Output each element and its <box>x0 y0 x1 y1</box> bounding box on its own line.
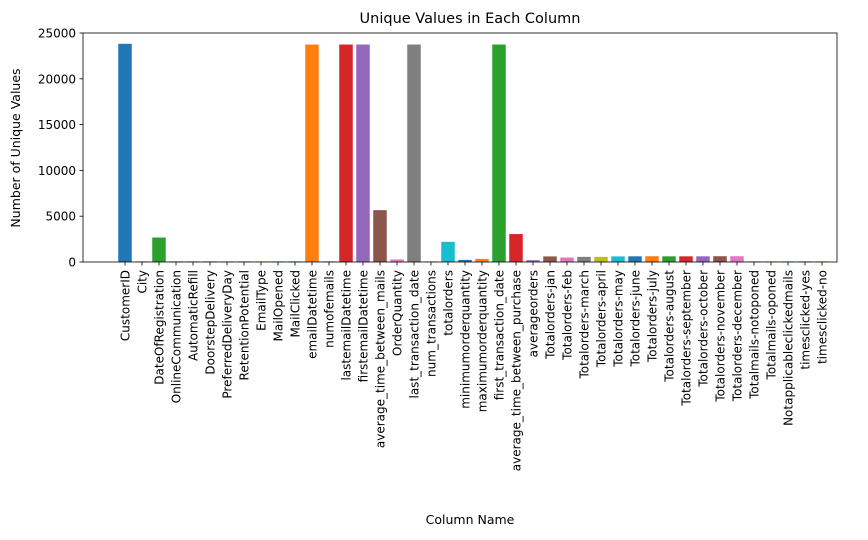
bar-Totalorders-october <box>696 256 710 262</box>
bar-DateOfRegistration <box>152 237 166 262</box>
x-tick-label: OrderQuantity <box>391 270 405 356</box>
bar-averageorders <box>526 260 540 262</box>
y-tick-label: 25000 <box>38 27 76 41</box>
bar-CustomerID <box>118 43 132 263</box>
y-axis-ticks: 0 5000 10000 15000 20000 25000 <box>38 27 83 270</box>
y-tick-label: 15000 <box>38 118 76 132</box>
bar-lastemailDatetime <box>339 44 353 262</box>
bar-firstemailDatetime <box>356 44 370 262</box>
bar-OrderQuantity <box>390 259 404 262</box>
bar-average_time_between_mails <box>373 210 387 262</box>
x-axis-ticks: CustomerID City DateOfRegistration OnlineCo… <box>119 262 830 471</box>
x-tick-label: Totalorders-may <box>612 270 626 368</box>
bar-Totalorders-august <box>662 256 676 262</box>
chart-title: Unique Values in Each Column <box>360 11 581 27</box>
bar-Totalorders-november <box>713 256 727 262</box>
x-tick-label: Totalorders-feb <box>561 270 575 361</box>
x-tick-label: Notapplicableclickedmails <box>782 270 796 426</box>
x-tick-label: Totalorders-april <box>595 270 609 368</box>
y-tick-label: 0 <box>68 256 76 270</box>
x-tick-label: Totalorders-august <box>663 270 677 383</box>
x-tick-label: average_time_between_mails <box>374 270 388 448</box>
x-tick-label: MailClicked <box>289 270 303 338</box>
x-tick-label: maximumorderquantity <box>476 270 490 412</box>
x-tick-label: numofemails <box>323 270 337 348</box>
x-tick-label: average_time_between_purchase <box>510 270 524 471</box>
bar-last_transaction_date <box>407 44 421 262</box>
x-tick-label: EmailType <box>255 270 269 331</box>
x-tick-label: lastemailDatetime <box>340 270 354 381</box>
bars-layer <box>118 43 829 263</box>
x-tick-label: RetentionPotential <box>238 270 252 380</box>
bar-totalorders <box>441 241 455 262</box>
y-tick-label: 5000 <box>45 210 76 224</box>
x-tick-label: AutomaticRefill <box>187 270 201 361</box>
x-tick-label: timesclicked-yes <box>799 270 813 370</box>
bar-Totalorders-feb <box>560 257 574 262</box>
y-tick-label: 10000 <box>38 164 76 178</box>
x-axis-label: Column Name <box>426 512 515 527</box>
bar-average_time_between_purchase <box>509 234 523 262</box>
bar-maximumorderquantity <box>475 258 489 262</box>
y-tick-label: 20000 <box>38 72 76 86</box>
x-tick-label: totalorders <box>442 270 456 336</box>
x-tick-label: Totalorders-december <box>731 270 745 402</box>
x-tick-label: minimumorderquantity <box>459 270 473 409</box>
x-tick-label: Totalorders-march <box>578 270 592 380</box>
x-tick-label: timesclicked-no <box>816 270 830 364</box>
bar-Totalorders-june <box>628 256 642 262</box>
x-tick-label: emailDatetime <box>306 270 320 359</box>
bar-emailDatetime <box>305 44 319 262</box>
x-tick-label: DoorstepDelivery <box>204 270 218 375</box>
bar-minimumorderquantity <box>458 259 472 262</box>
x-tick-label: MailOpened <box>272 270 286 341</box>
bar-Totalorders-jan <box>543 256 557 262</box>
bar-Totalorders-march <box>577 256 591 262</box>
x-tick-label: OnlineCommunication <box>170 270 184 403</box>
x-tick-label: Totalmails-notoponed <box>748 270 762 400</box>
x-tick-label: firstemailDatetime <box>357 270 371 382</box>
x-tick-label: Totalmails-oponed <box>765 270 779 380</box>
x-tick-label: Totalorders-june <box>629 270 643 368</box>
x-tick-label: Totalorders-jan <box>544 270 558 360</box>
x-tick-label: PreferredDeliveryDay <box>221 270 235 399</box>
bar-first_transaction_date <box>492 44 506 262</box>
plot-frame <box>82 32 838 263</box>
x-tick-label: first_transaction_date <box>493 270 507 400</box>
x-tick-label: last_transaction_date <box>408 270 422 399</box>
x-tick-label: Totalorders-november <box>714 270 728 403</box>
x-tick-label: num_transactions <box>425 270 439 377</box>
x-tick-label: Totalorders-july <box>646 270 660 363</box>
bar-Totalorders-july <box>645 256 659 262</box>
bar-Totalorders-april <box>594 256 608 262</box>
x-tick-label: Totalorders-september <box>680 270 694 407</box>
x-tick-label: Totalorders-october <box>697 270 711 388</box>
bar-Totalorders-december <box>730 256 744 262</box>
x-tick-label: City <box>136 270 150 294</box>
x-tick-label: DateOfRegistration <box>153 270 167 385</box>
x-tick-label: averageorders <box>527 270 541 357</box>
y-axis-label: Number of Unique Values <box>8 68 23 227</box>
bar-Totalorders-may <box>611 256 625 262</box>
x-tick-label: CustomerID <box>119 270 133 341</box>
bar-Totalorders-september <box>679 256 693 262</box>
